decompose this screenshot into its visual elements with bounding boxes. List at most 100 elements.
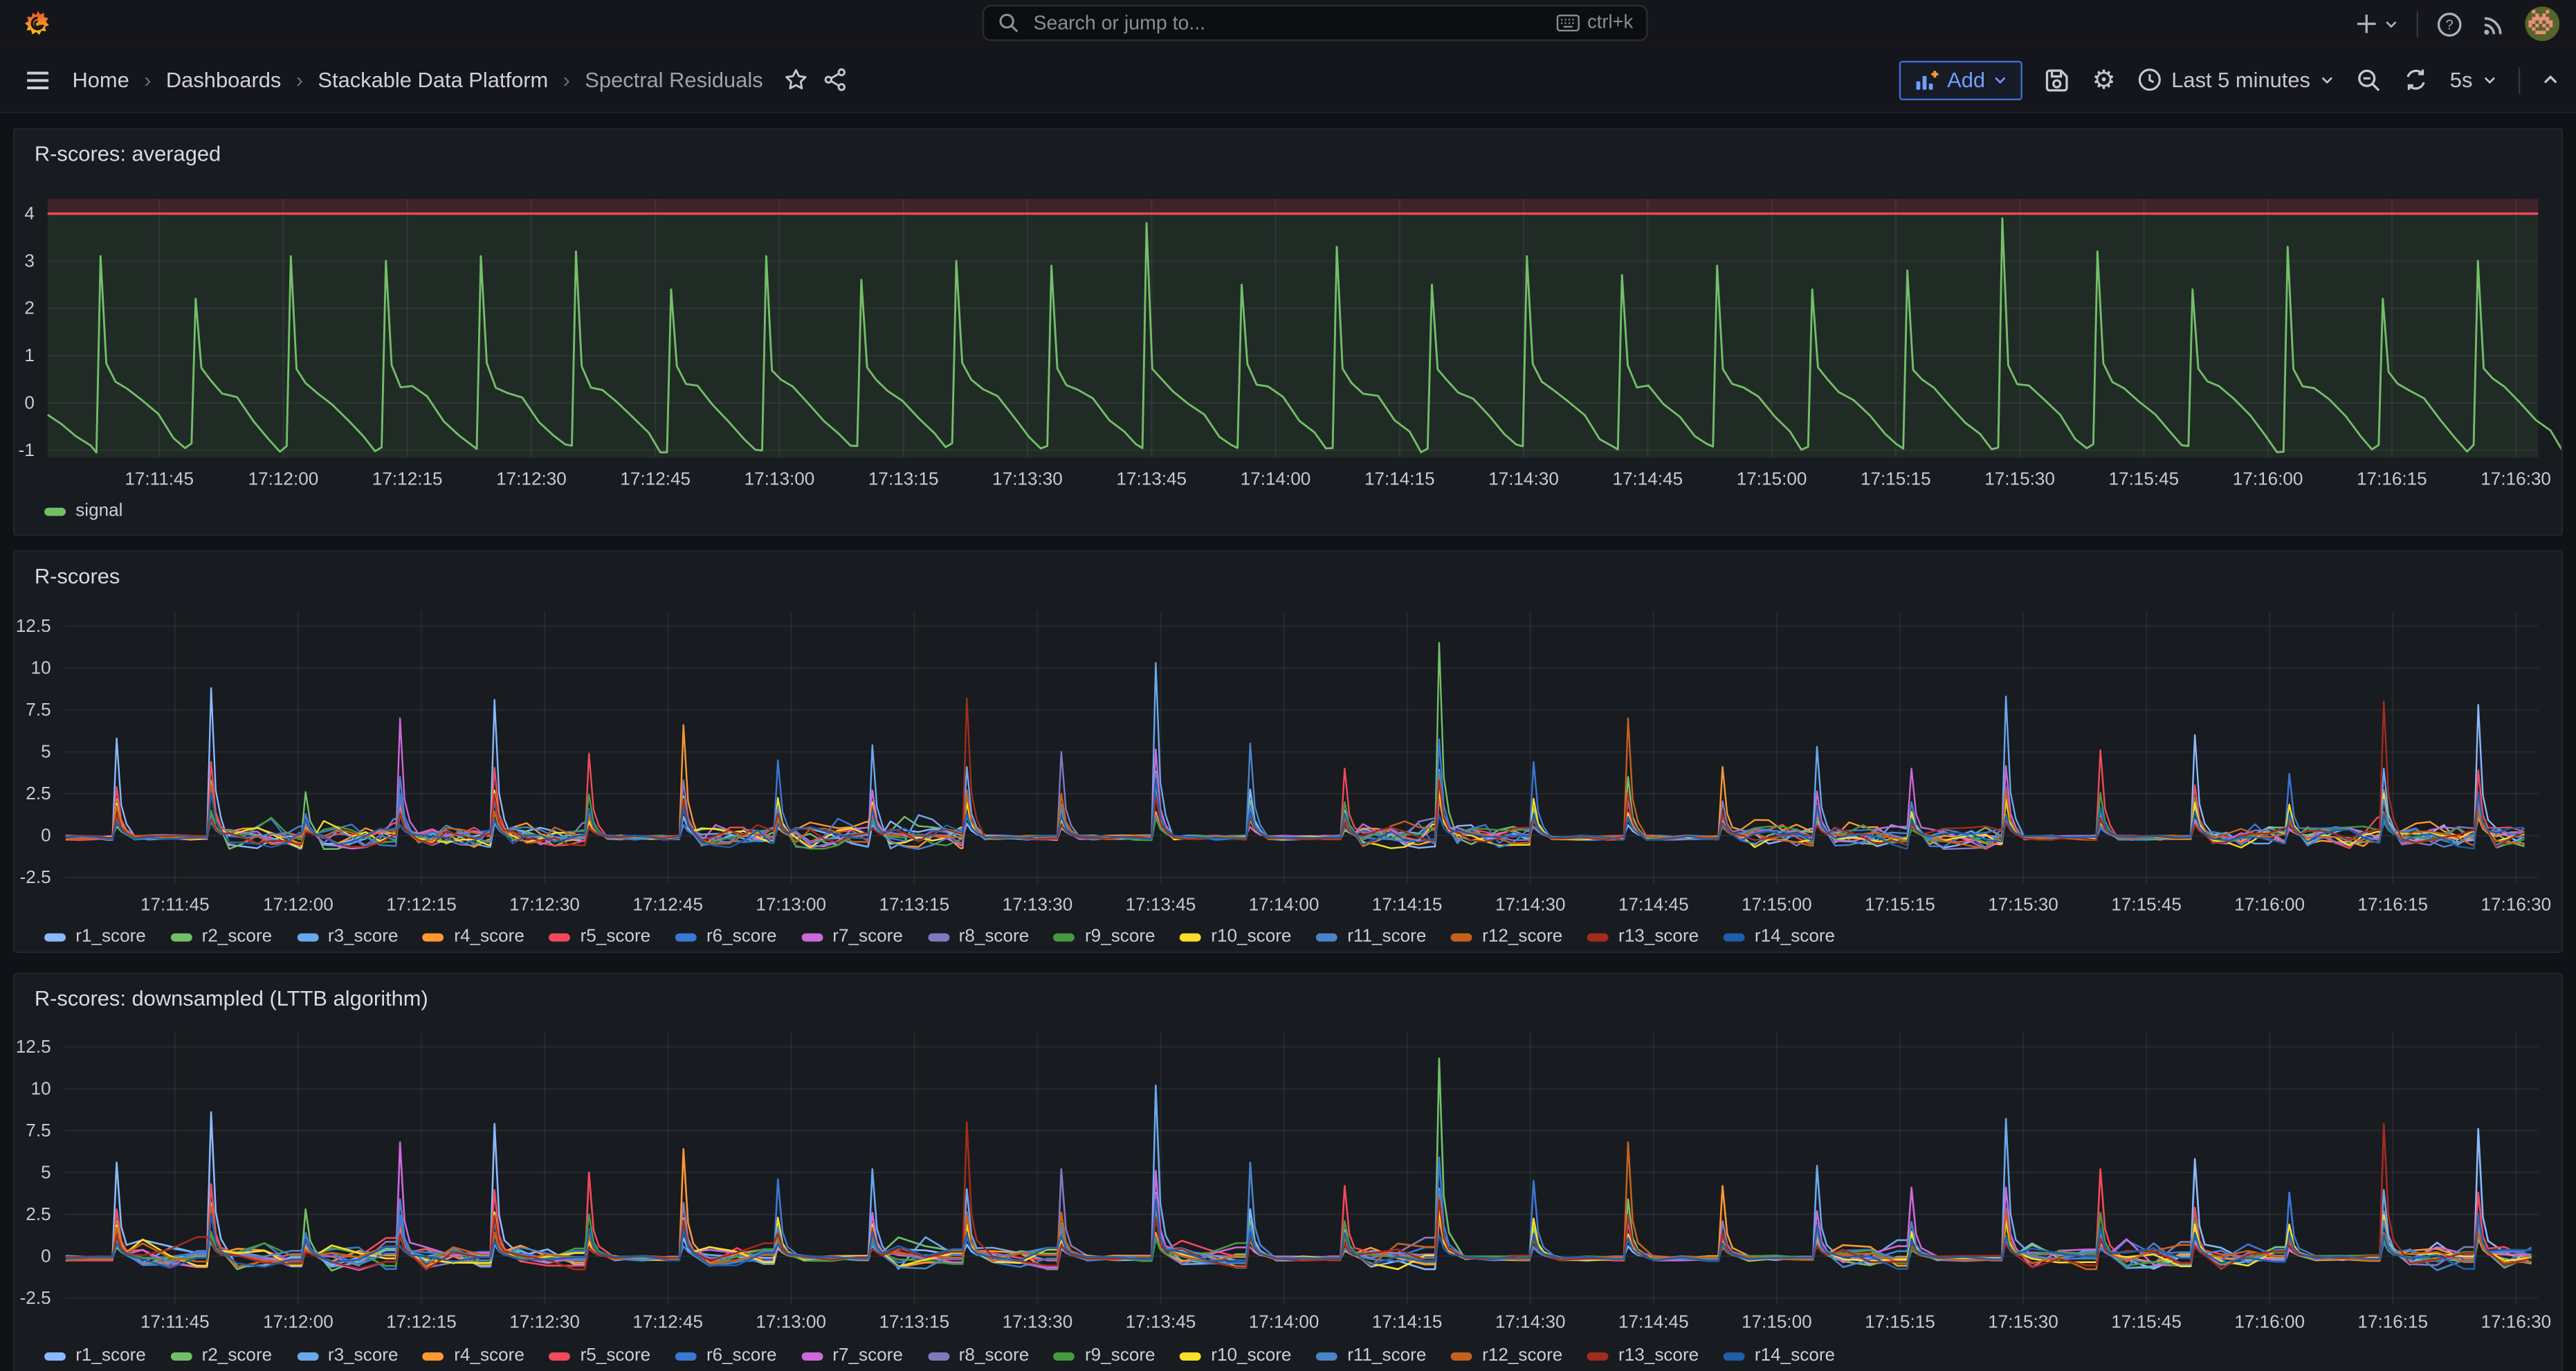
legend-item-r2_score[interactable]: r2_score [170, 1346, 272, 1365]
legend-item-r13_score[interactable]: r13_score [1587, 927, 1699, 946]
bar-chart-plus-icon [1915, 69, 1939, 91]
search-input[interactable] [1030, 10, 1556, 36]
refresh-icon[interactable] [2404, 67, 2429, 92]
search-shortcut: ctrl+k [1556, 13, 1633, 33]
svg-text:17:16:30: 17:16:30 [2481, 468, 2551, 489]
legend-item-r1_score[interactable]: r1_score [44, 927, 146, 946]
legend-label: r10_score [1211, 1346, 1291, 1365]
legend-item-r7_score[interactable]: r7_score [801, 1346, 903, 1365]
legend-item-r12_score[interactable]: r12_score [1451, 927, 1562, 946]
zoom-out-icon[interactable] [2356, 66, 2382, 93]
svg-text:17:13:15: 17:13:15 [868, 468, 939, 489]
legend-label: r14_score [1755, 1346, 1835, 1365]
svg-text:17:14:15: 17:14:15 [1372, 893, 1443, 914]
legend-swatch [297, 932, 318, 941]
svg-text:?: ? [2446, 17, 2454, 33]
legend-label: r12_score [1482, 927, 1562, 946]
breadcrumb-folder[interactable]: Stackable Data Platform [318, 67, 548, 92]
menu-hamburger-icon[interactable] [25, 66, 51, 93]
legend-swatch [1724, 1352, 1745, 1360]
panel-r-scores-averaged: R-scores: averaged 43210-117:11:4517:12:… [13, 128, 2563, 536]
global-search[interactable]: ctrl+k [983, 5, 1648, 41]
svg-text:17:11:45: 17:11:45 [140, 893, 210, 914]
svg-text:7.5: 7.5 [26, 1120, 51, 1141]
legend-label: r14_score [1755, 927, 1835, 946]
breadcrumb-dashboards[interactable]: Dashboards [166, 67, 281, 92]
legend-swatch [1316, 932, 1337, 941]
share-icon[interactable] [824, 67, 849, 92]
legend-item-r10_score[interactable]: r10_score [1180, 927, 1291, 946]
legend-item-r3_score[interactable]: r3_score [297, 1346, 399, 1365]
legend-item-signal[interactable]: signal [44, 501, 122, 520]
new-item-button[interactable] [2354, 12, 2398, 37]
r-scores-legend: r1_score r2_score r3_score r4_score r5_score… [44, 927, 1835, 946]
svg-text:17:15:30: 17:15:30 [1984, 468, 2055, 489]
legend-item-r11_score[interactable]: r11_score [1316, 1346, 1426, 1365]
add-panel-button[interactable]: Add [1899, 60, 2022, 100]
legend-label: r8_score [959, 1346, 1030, 1365]
svg-text:17:12:30: 17:12:30 [496, 468, 567, 489]
svg-text:17:14:00: 17:14:00 [1241, 468, 1311, 489]
legend-item-r4_score[interactable]: r4_score [423, 1346, 524, 1365]
legend-item-r1_score[interactable]: r1_score [44, 1346, 146, 1365]
legend-swatch [170, 932, 192, 941]
svg-text:17:13:45: 17:13:45 [1126, 1311, 1196, 1332]
svg-text:17:12:00: 17:12:00 [263, 1311, 334, 1332]
chevron-right-icon: › [144, 67, 151, 92]
svg-text:12.5: 12.5 [16, 1036, 51, 1057]
legend-item-r2_score[interactable]: r2_score [170, 927, 272, 946]
svg-text:17:14:45: 17:14:45 [1612, 468, 1683, 489]
legend-swatch [1451, 932, 1472, 941]
svg-text:2: 2 [24, 298, 35, 318]
refresh-interval-dropdown[interactable]: 5s [2450, 67, 2497, 92]
time-range-picker[interactable]: Last 5 minutes [2137, 67, 2335, 92]
legend-item-r7_score[interactable]: r7_score [801, 927, 903, 946]
legend-label: r2_score [202, 927, 273, 946]
svg-text:10: 10 [31, 657, 51, 678]
legend-item-r12_score[interactable]: r12_score [1451, 1346, 1562, 1365]
legend-item-r5_score[interactable]: r5_score [549, 1346, 650, 1365]
legend-item-r3_score[interactable]: r3_score [297, 927, 399, 946]
favorite-star-icon[interactable] [785, 67, 810, 92]
legend-item-r9_score[interactable]: r9_score [1054, 1346, 1155, 1365]
legend-item-r13_score[interactable]: r13_score [1587, 1346, 1699, 1365]
legend-item-r14_score[interactable]: r14_score [1724, 1346, 1835, 1365]
legend-swatch [928, 1352, 949, 1360]
legend-item-r11_score[interactable]: r11_score [1316, 927, 1426, 946]
legend-label: r13_score [1618, 1346, 1699, 1365]
svg-text:17:11:45: 17:11:45 [125, 468, 194, 489]
chevron-down-icon [2483, 72, 2497, 87]
user-avatar[interactable] [2525, 6, 2559, 41]
svg-text:17:16:00: 17:16:00 [2233, 468, 2303, 489]
legend-label: r11_score [1347, 927, 1426, 946]
svg-text:17:12:45: 17:12:45 [620, 468, 691, 489]
legend-item-r6_score[interactable]: r6_score [675, 1346, 777, 1365]
topbar-divider [2417, 10, 2418, 37]
legend-item-r4_score[interactable]: r4_score [423, 927, 524, 946]
news-rss-icon[interactable] [2481, 10, 2507, 37]
svg-text:0: 0 [41, 1246, 51, 1266]
legend-item-r9_score[interactable]: r9_score [1054, 927, 1155, 946]
legend-item-r14_score[interactable]: r14_score [1724, 927, 1835, 946]
svg-text:10: 10 [31, 1078, 51, 1098]
grafana-logo-icon[interactable] [23, 10, 51, 37]
legend-swatch [1587, 932, 1609, 941]
legend-item-r5_score[interactable]: r5_score [549, 927, 650, 946]
svg-text:17:13:00: 17:13:00 [756, 1311, 826, 1332]
legend-swatch [1724, 932, 1745, 941]
svg-text:0: 0 [41, 825, 51, 846]
svg-text:17:13:15: 17:13:15 [879, 893, 950, 914]
legend-item-r10_score[interactable]: r10_score [1180, 1346, 1291, 1365]
legend-item-r6_score[interactable]: r6_score [675, 927, 777, 946]
legend-item-r8_score[interactable]: r8_score [928, 927, 1030, 946]
svg-text:17:14:00: 17:14:00 [1249, 1311, 1319, 1332]
legend-label: r9_score [1085, 927, 1155, 946]
help-icon[interactable]: ? [2436, 10, 2463, 37]
svg-text:17:15:45: 17:15:45 [2109, 468, 2180, 489]
breadcrumb-home[interactable]: Home [72, 67, 129, 92]
save-dashboard-icon[interactable] [2045, 66, 2071, 93]
legend-item-r8_score[interactable]: r8_score [928, 1346, 1030, 1365]
svg-text:17:12:15: 17:12:15 [386, 893, 457, 914]
collapse-chevron-up-icon[interactable] [2541, 71, 2559, 89]
dashboard-settings-gear-icon[interactable]: ⚙ [2092, 63, 2115, 96]
